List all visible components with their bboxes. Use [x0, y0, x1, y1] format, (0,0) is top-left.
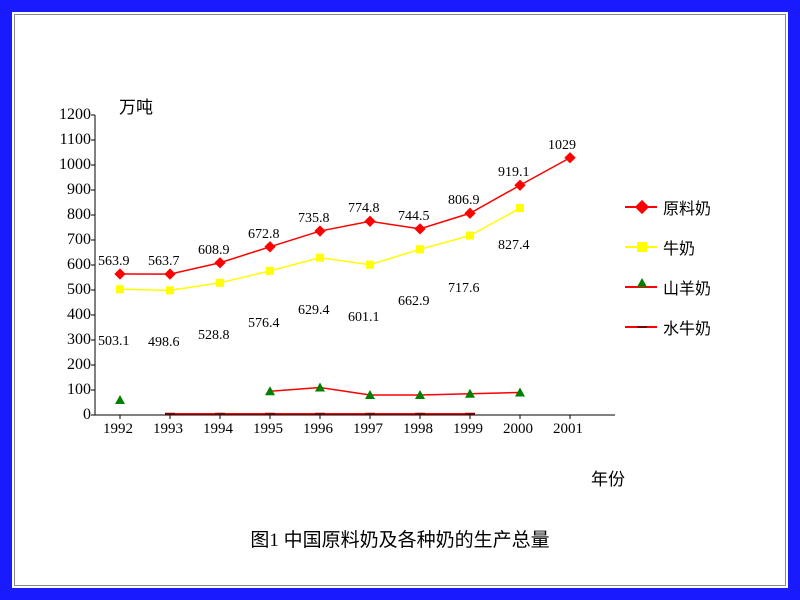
- x-tick-label: 1996: [303, 421, 333, 438]
- x-tick-label: 1995: [253, 421, 283, 438]
- data-point-label: 601.1: [348, 310, 380, 326]
- y-tick-label: 0: [53, 406, 91, 424]
- data-point-label: 1029: [548, 138, 576, 154]
- x-tick-label: 1999: [453, 421, 483, 438]
- y-tick-label: 700: [53, 231, 91, 249]
- data-point-label: 528.8: [198, 328, 230, 344]
- y-tick-label: 800: [53, 206, 91, 224]
- data-point-label: 608.9: [198, 243, 230, 259]
- data-point-label: 672.8: [248, 227, 280, 243]
- data-point-label: 806.9: [448, 193, 480, 209]
- x-tick-label: 2000: [503, 421, 533, 438]
- x-tick-label: 1994: [203, 421, 233, 438]
- y-tick-label: 1000: [53, 156, 91, 174]
- legend-item: 牛奶: [625, 235, 711, 259]
- y-tick-label: 100: [53, 381, 91, 399]
- outer-frame: 万吨 年份 0100200300400500600700800900100011…: [12, 12, 788, 588]
- x-tick-label: 1993: [153, 421, 183, 438]
- x-tick-label: 1998: [403, 421, 433, 438]
- x-tick-label: 1997: [353, 421, 383, 438]
- legend-label: 原料奶: [663, 195, 711, 219]
- data-point-label: 717.6: [448, 281, 480, 297]
- data-point-label: 563.7: [148, 254, 180, 270]
- y-tick-label: 1200: [53, 106, 91, 124]
- x-tick-label: 2001: [553, 421, 583, 438]
- data-point-label: 629.4: [298, 303, 330, 319]
- data-point-label: 919.1: [498, 165, 530, 181]
- data-point-label: 662.9: [398, 294, 430, 310]
- data-point-label: 774.8: [348, 201, 380, 217]
- legend-label: 牛奶: [663, 235, 695, 259]
- legend-label: 水牛奶: [663, 315, 711, 339]
- data-point-label: 827.4: [498, 238, 530, 254]
- data-point-label: 563.9: [98, 254, 130, 270]
- y-tick-label: 200: [53, 356, 91, 374]
- x-tick-label: 1992: [103, 421, 133, 438]
- data-point-label: 735.8: [298, 211, 330, 227]
- y-tick-label: 600: [53, 256, 91, 274]
- data-point-label: 498.6: [148, 335, 180, 351]
- chart-caption: 图1 中国原料奶及各种奶的生产总量: [15, 525, 785, 552]
- data-point-label: 503.1: [98, 334, 130, 350]
- x-axis-title: 年份: [591, 465, 625, 490]
- y-tick-label: 400: [53, 306, 91, 324]
- legend-item: 水牛奶: [625, 315, 711, 339]
- legend-item: 原料奶: [625, 195, 711, 219]
- y-tick-label: 900: [53, 181, 91, 199]
- y-tick-label: 300: [53, 331, 91, 349]
- legend: 原料奶牛奶山羊奶水牛奶: [625, 195, 711, 355]
- y-tick-label: 500: [53, 281, 91, 299]
- legend-label: 山羊奶: [663, 275, 711, 299]
- chart-container: 万吨 年份 0100200300400500600700800900100011…: [14, 14, 786, 586]
- data-point-label: 576.4: [248, 316, 280, 332]
- data-point-label: 744.5: [398, 209, 430, 225]
- legend-item: 山羊奶: [625, 275, 711, 299]
- y-tick-label: 1100: [53, 131, 91, 149]
